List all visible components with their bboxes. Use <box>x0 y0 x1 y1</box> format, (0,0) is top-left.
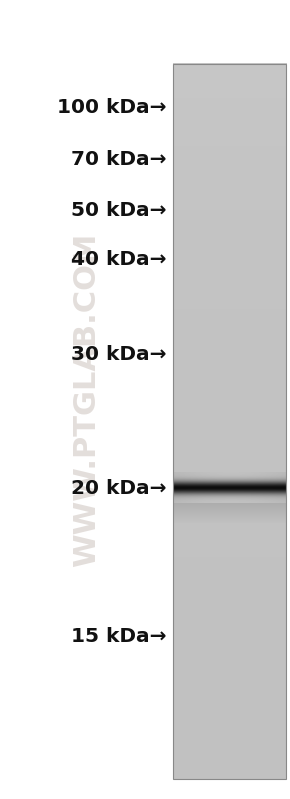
Text: 40 kDa→: 40 kDa→ <box>71 250 167 269</box>
Text: 100 kDa→: 100 kDa→ <box>57 98 167 117</box>
Bar <box>173 64 286 779</box>
Text: 30 kDa→: 30 kDa→ <box>71 345 167 364</box>
Text: WWW.PTGLAB.COM: WWW.PTGLAB.COM <box>72 233 102 566</box>
Text: 15 kDa→: 15 kDa→ <box>71 627 167 646</box>
Text: 70 kDa→: 70 kDa→ <box>71 150 167 169</box>
Text: 50 kDa→: 50 kDa→ <box>71 201 167 221</box>
Text: 20 kDa→: 20 kDa→ <box>71 479 167 499</box>
